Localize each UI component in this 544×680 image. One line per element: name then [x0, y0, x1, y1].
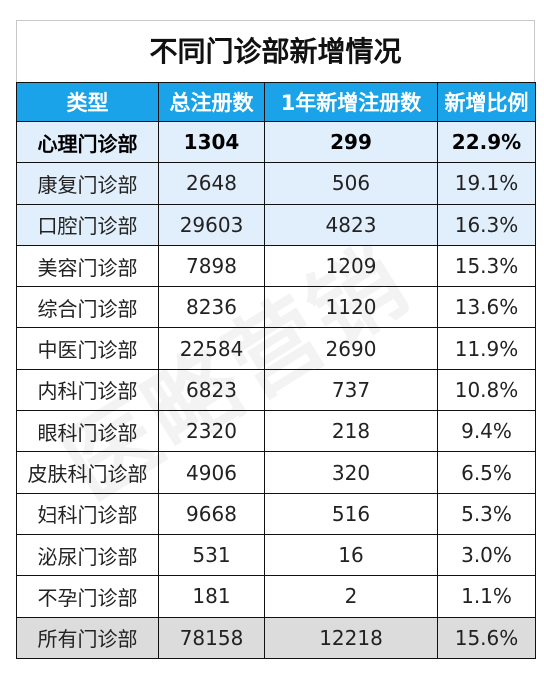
cell-ratio: 11.9%: [437, 327, 536, 370]
cell-ratio: 22.9%: [437, 120, 536, 164]
header-type: 类型: [16, 82, 159, 122]
header-ratio: 新增比例: [437, 82, 536, 122]
table-row: 内科门诊部 6823 737 10.8%: [16, 368, 536, 412]
cell-ratio: 16.3%: [437, 203, 536, 246]
cell-type: 口腔门诊部: [16, 203, 159, 246]
cell-total: 181: [158, 575, 265, 618]
cell-type: 心理门诊部: [16, 120, 159, 164]
cell-new: 737: [264, 368, 438, 412]
cell-total: 6823: [158, 368, 265, 412]
cell-type: 不孕门诊部: [16, 575, 159, 618]
header-row: 类型 总注册数 1年新增注册数 新增比例: [16, 82, 536, 122]
cell-ratio: 15.6%: [437, 616, 536, 659]
cell-ratio: 6.5%: [437, 451, 536, 494]
cell-total: 2320: [158, 410, 265, 453]
table-row: 中医门诊部 22584 2690 11.9%: [16, 327, 536, 370]
cell-ratio: 5.3%: [437, 492, 536, 535]
cell-new: 299: [264, 120, 438, 164]
table-row: 妇科门诊部 9668 516 5.3%: [16, 492, 536, 535]
table-row: 不孕门诊部 181 2 1.1%: [16, 575, 536, 618]
cell-type: 皮肤科门诊部: [16, 451, 159, 494]
table-row: 心理门诊部 1304 299 22.9%: [16, 120, 536, 164]
cell-new: 516: [264, 492, 438, 535]
table-row: 眼科门诊部 2320 218 9.4%: [16, 410, 536, 453]
data-table: 类型 总注册数 1年新增注册数 新增比例 心理门诊部 1304 299 22.9…: [16, 82, 536, 659]
cell-type: 康复门诊部: [16, 162, 159, 205]
table-title: 不同门诊部新增情况: [16, 20, 535, 82]
header-new: 1年新增注册数: [264, 82, 438, 122]
cell-type: 综合门诊部: [16, 286, 159, 329]
cell-ratio: 9.4%: [437, 410, 536, 453]
cell-new: 2: [264, 575, 438, 618]
cell-type: 眼科门诊部: [16, 410, 159, 453]
cell-total: 4906: [158, 451, 265, 494]
cell-new: 1120: [264, 286, 438, 329]
cell-total: 9668: [158, 492, 265, 535]
cell-new: 2690: [264, 327, 438, 370]
cell-type: 所有门诊部: [16, 616, 159, 659]
cell-new: 12218: [264, 616, 438, 659]
cell-new: 4823: [264, 203, 438, 246]
table-row: 口腔门诊部 29603 4823 16.3%: [16, 203, 536, 246]
cell-type: 中医门诊部: [16, 327, 159, 370]
cell-new: 1209: [264, 244, 438, 288]
cell-type: 内科门诊部: [16, 368, 159, 412]
cell-new: 16: [264, 533, 438, 577]
cell-new: 218: [264, 410, 438, 453]
cell-type: 美容门诊部: [16, 244, 159, 288]
cell-ratio: 10.8%: [437, 368, 536, 412]
cell-ratio: 3.0%: [437, 533, 536, 577]
table-row: 皮肤科门诊部 4906 320 6.5%: [16, 451, 536, 494]
cell-ratio: 19.1%: [437, 162, 536, 205]
cell-total: 7898: [158, 244, 265, 288]
cell-total: 8236: [158, 286, 265, 329]
cell-ratio: 1.1%: [437, 575, 536, 618]
cell-total: 531: [158, 533, 265, 577]
table-row: 综合门诊部 8236 1120 13.6%: [16, 286, 536, 329]
cell-type: 妇科门诊部: [16, 492, 159, 535]
cell-total: 29603: [158, 203, 265, 246]
cell-total: 78158: [158, 616, 265, 659]
cell-total: 22584: [158, 327, 265, 370]
table-row: 泌尿门诊部 531 16 3.0%: [16, 533, 536, 577]
table-row: 康复门诊部 2648 506 19.1%: [16, 162, 536, 205]
cell-ratio: 13.6%: [437, 286, 536, 329]
cell-total: 1304: [158, 120, 265, 164]
cell-type: 泌尿门诊部: [16, 533, 159, 577]
table-container: 不同门诊部新增情况 类型 总注册数 1年新增注册数 新增比例 心理门诊部 130…: [16, 20, 536, 659]
cell-new: 506: [264, 162, 438, 205]
table-row: 美容门诊部 7898 1209 15.3%: [16, 244, 536, 288]
cell-total: 2648: [158, 162, 265, 205]
header-total: 总注册数: [158, 82, 265, 122]
cell-ratio: 15.3%: [437, 244, 536, 288]
cell-new: 320: [264, 451, 438, 494]
total-row: 所有门诊部 78158 12218 15.6%: [16, 616, 536, 659]
